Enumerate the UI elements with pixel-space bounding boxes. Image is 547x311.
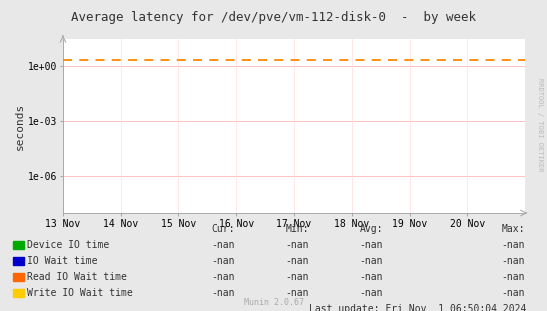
Text: -nan: -nan [359, 288, 383, 298]
Text: -nan: -nan [286, 256, 309, 266]
Text: -nan: -nan [359, 256, 383, 266]
Text: Device IO time: Device IO time [27, 240, 109, 250]
Text: Max:: Max: [502, 224, 525, 234]
Text: -nan: -nan [212, 272, 235, 282]
Text: Avg:: Avg: [359, 224, 383, 234]
Text: Read IO Wait time: Read IO Wait time [27, 272, 127, 282]
Text: Min:: Min: [286, 224, 309, 234]
Text: Write IO Wait time: Write IO Wait time [27, 288, 133, 298]
Text: -nan: -nan [286, 272, 309, 282]
Text: -nan: -nan [212, 288, 235, 298]
Text: -nan: -nan [212, 240, 235, 250]
Text: Cur:: Cur: [212, 224, 235, 234]
Text: -nan: -nan [212, 256, 235, 266]
Text: Munin 2.0.67: Munin 2.0.67 [243, 298, 304, 307]
Text: -nan: -nan [502, 272, 525, 282]
Text: -nan: -nan [502, 256, 525, 266]
Text: -nan: -nan [359, 240, 383, 250]
Y-axis label: seconds: seconds [15, 102, 25, 150]
Text: -nan: -nan [359, 272, 383, 282]
Text: -nan: -nan [502, 288, 525, 298]
Text: -nan: -nan [286, 288, 309, 298]
Text: -nan: -nan [286, 240, 309, 250]
Text: RRDTOOL / TOBI OETIKER: RRDTOOL / TOBI OETIKER [537, 78, 543, 171]
Text: Average latency for /dev/pve/vm-112-disk-0  -  by week: Average latency for /dev/pve/vm-112-disk… [71, 11, 476, 24]
Text: Last update: Fri Nov  1 06:50:04 2024: Last update: Fri Nov 1 06:50:04 2024 [309, 304, 526, 311]
Text: IO Wait time: IO Wait time [27, 256, 98, 266]
Text: -nan: -nan [502, 240, 525, 250]
